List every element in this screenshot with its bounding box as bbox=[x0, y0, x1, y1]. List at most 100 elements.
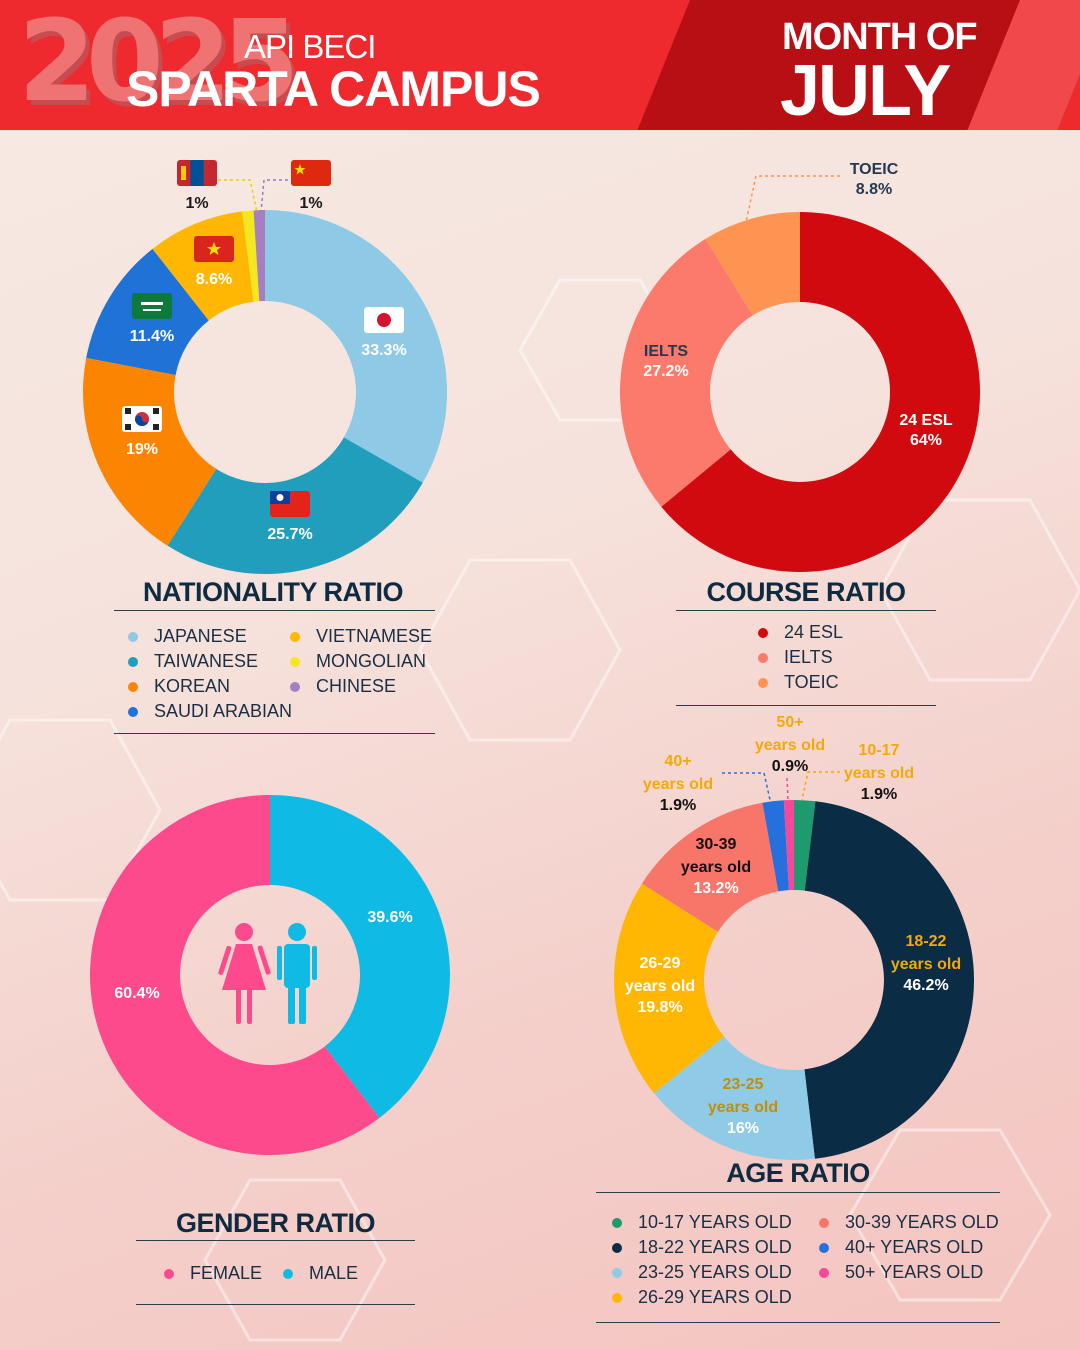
legend-label: 23-25 YEARS OLD bbox=[638, 1262, 792, 1282]
legend-dot bbox=[758, 677, 768, 688]
legend-item: CHINESE bbox=[290, 676, 396, 697]
legend-item: 30-39 YEARS OLD bbox=[819, 1212, 999, 1233]
nationality-value-label: 1% bbox=[299, 195, 322, 212]
nationality-chart: 33.3% 25.7% 19% 11.4% 8.6% 1% 1% bbox=[82, 160, 447, 574]
age-title: AGE RATIO bbox=[726, 1158, 870, 1188]
age-value-label: 1.9% bbox=[660, 797, 696, 814]
japan-flag-icon bbox=[364, 307, 404, 333]
gender-title: GENDER RATIO bbox=[175, 1208, 376, 1238]
age-rule-bottom bbox=[596, 1322, 1000, 1323]
legend-label: VIETNAMESE bbox=[316, 626, 433, 646]
legend-label: 40+ YEARS OLD bbox=[845, 1237, 984, 1257]
header-banner: 2025 API BECI SPARTA CAMPUS MONTH OF JUL… bbox=[0, 0, 1080, 130]
nationality-value-label: 25.7% bbox=[267, 526, 312, 543]
course-category-label: IELTS bbox=[644, 343, 688, 360]
legend-label: 10-17 YEARS OLD bbox=[638, 1212, 792, 1232]
legend-dot bbox=[758, 627, 768, 638]
legend-dot bbox=[128, 681, 138, 692]
legend-dot bbox=[128, 631, 138, 642]
age-group-label: 30-39 bbox=[696, 836, 737, 853]
legend-label: 24 ESL bbox=[784, 622, 844, 642]
pie-slice bbox=[762, 800, 789, 892]
age-group-label: 18-22 bbox=[906, 933, 947, 950]
legend-item: 26-29 YEARS OLD bbox=[612, 1287, 792, 1308]
pie-slice bbox=[614, 883, 725, 1094]
age-chart: 10-17 years old 1.9% 18-22 years old 46.2% 23-… bbox=[614, 714, 975, 1160]
leader-line bbox=[722, 772, 771, 801]
legend-item: TOEIC bbox=[758, 672, 839, 693]
legend-dot bbox=[290, 681, 300, 692]
legend-item: KOREAN bbox=[128, 676, 230, 697]
leader-line bbox=[801, 771, 840, 801]
pie-slice bbox=[620, 238, 753, 507]
legend-dot bbox=[290, 631, 300, 642]
month-prefix: MONTH OF bbox=[782, 16, 978, 58]
gender-rule-bottom bbox=[136, 1304, 415, 1305]
legend-label: 30-39 YEARS OLD bbox=[845, 1212, 999, 1232]
pie-slice bbox=[705, 212, 800, 316]
nationality-rule-bottom bbox=[114, 733, 435, 734]
leader-line bbox=[786, 777, 789, 801]
leader-line bbox=[745, 175, 840, 223]
pie-slice bbox=[82, 357, 217, 546]
pie-slice bbox=[804, 801, 975, 1159]
taiwan-flag-icon bbox=[270, 491, 310, 517]
legend-label: SAUDI ARABIAN bbox=[154, 701, 293, 721]
leader-line bbox=[218, 179, 258, 213]
age-group-label: 40+ bbox=[664, 753, 691, 770]
legend-dot bbox=[283, 1268, 293, 1279]
legend-label: 50+ YEARS OLD bbox=[845, 1262, 984, 1282]
saudi-flag-icon bbox=[132, 293, 172, 319]
legend-label: JAPANESE bbox=[154, 626, 247, 646]
age-unit-label: years old bbox=[625, 978, 695, 995]
nationality-value-label: 19% bbox=[126, 441, 158, 458]
age-group-label: 10-17 bbox=[859, 742, 900, 759]
china-flag-icon bbox=[291, 160, 331, 186]
legend-dot bbox=[290, 656, 300, 667]
mongolia-flag-icon bbox=[177, 160, 217, 186]
legend-item: MONGOLIAN bbox=[290, 651, 426, 672]
legend-item: 18-22 YEARS OLD bbox=[612, 1237, 792, 1258]
legend-item: 40+ YEARS OLD bbox=[819, 1237, 983, 1258]
legend-item: IELTS bbox=[758, 647, 833, 668]
age-unit-label: years old bbox=[708, 1099, 778, 1116]
age-value-label: 46.2% bbox=[903, 977, 948, 994]
legend-item: 23-25 YEARS OLD bbox=[612, 1262, 792, 1283]
legend-label: TOEIC bbox=[784, 672, 839, 692]
pie-slice bbox=[265, 210, 447, 483]
month-name: JULY bbox=[780, 51, 951, 130]
age-value-label: 16% bbox=[727, 1120, 759, 1137]
legend-label: MALE bbox=[309, 1263, 359, 1283]
pie-slice bbox=[641, 802, 779, 932]
nationality-value-label: 8.6% bbox=[196, 271, 232, 288]
age-unit-label: years old bbox=[755, 737, 825, 754]
legend-item: MALE bbox=[283, 1263, 358, 1284]
pie-slice bbox=[242, 210, 260, 302]
gender-value-label: 39.6% bbox=[367, 909, 412, 926]
legend-item: 24 ESL bbox=[758, 622, 843, 643]
course-value-label: 64% bbox=[910, 432, 942, 449]
nationality-value-label: 11.4% bbox=[130, 328, 174, 345]
course-category-label: TOEIC bbox=[850, 161, 899, 178]
legend-label: KOREAN bbox=[154, 676, 231, 696]
legend-item: FEMALE bbox=[164, 1263, 262, 1284]
legend-dot bbox=[128, 656, 138, 667]
age-rule-top bbox=[596, 1192, 1000, 1193]
female-icon bbox=[218, 923, 271, 1024]
year-watermark: 2025 bbox=[18, 0, 300, 127]
legend-dot bbox=[819, 1242, 829, 1253]
legend-dot bbox=[128, 706, 138, 717]
course-rule-top bbox=[676, 610, 936, 611]
age-group-label: 26-29 bbox=[640, 955, 681, 972]
pie-slice bbox=[794, 800, 816, 891]
age-value-label: 1.9% bbox=[861, 786, 897, 803]
gender-rule-top bbox=[136, 1240, 415, 1241]
age-group-label: 23-25 bbox=[723, 1076, 764, 1093]
pie-slice bbox=[270, 795, 450, 1118]
header-subtitle: API BECI bbox=[244, 28, 376, 65]
course-chart: 24 ESL 64% IELTS 27.2% TOEIC 8.8% bbox=[620, 161, 980, 572]
legend-dot bbox=[612, 1267, 622, 1278]
pie-slice bbox=[654, 1036, 815, 1160]
legend-label: 26-29 YEARS OLD bbox=[638, 1287, 792, 1307]
